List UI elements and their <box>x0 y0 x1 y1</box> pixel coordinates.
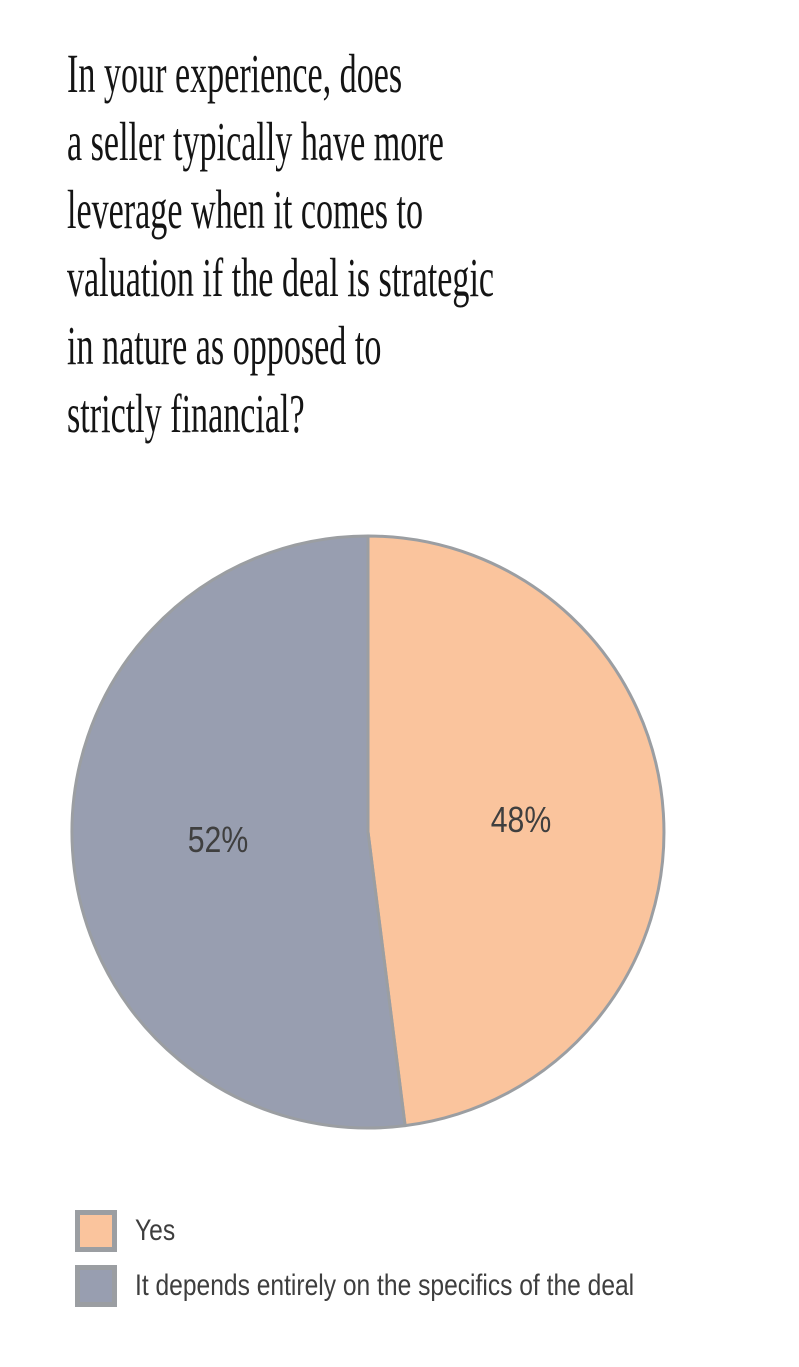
pie-chart <box>66 530 670 1134</box>
pie-svg <box>70 534 666 1130</box>
legend-label-depends-text: It depends entirely on the specifics of … <box>135 1269 635 1302</box>
legend-label-yes: Yes <box>135 1210 184 1252</box>
legend-item-depends: It depends entirely on the specifics of … <box>75 1265 744 1307</box>
pie-label-depends: 52% <box>182 822 254 858</box>
pie-slice-depends <box>70 534 407 1130</box>
legend: Yes It depends entirely on the specifics… <box>75 1210 744 1307</box>
legend-item-yes: Yes <box>75 1210 744 1252</box>
pie-label-yes: 48% <box>485 802 557 838</box>
pie-label-yes-value: 48% <box>490 799 552 840</box>
legend-swatch-depends-rect <box>75 1265 117 1307</box>
legend-swatch-depends <box>75 1265 117 1307</box>
pie-slice-yes <box>366 534 666 1128</box>
legend-swatch-yes <box>75 1210 117 1252</box>
pie-label-depends-value: 52% <box>187 819 249 860</box>
legend-label-depends: It depends entirely on the specifics of … <box>135 1265 744 1307</box>
chart-title: In your experience, does a seller typica… <box>67 43 495 444</box>
legend-label-yes-text: Yes <box>135 1214 176 1247</box>
legend-swatch-yes-rect <box>75 1210 117 1252</box>
